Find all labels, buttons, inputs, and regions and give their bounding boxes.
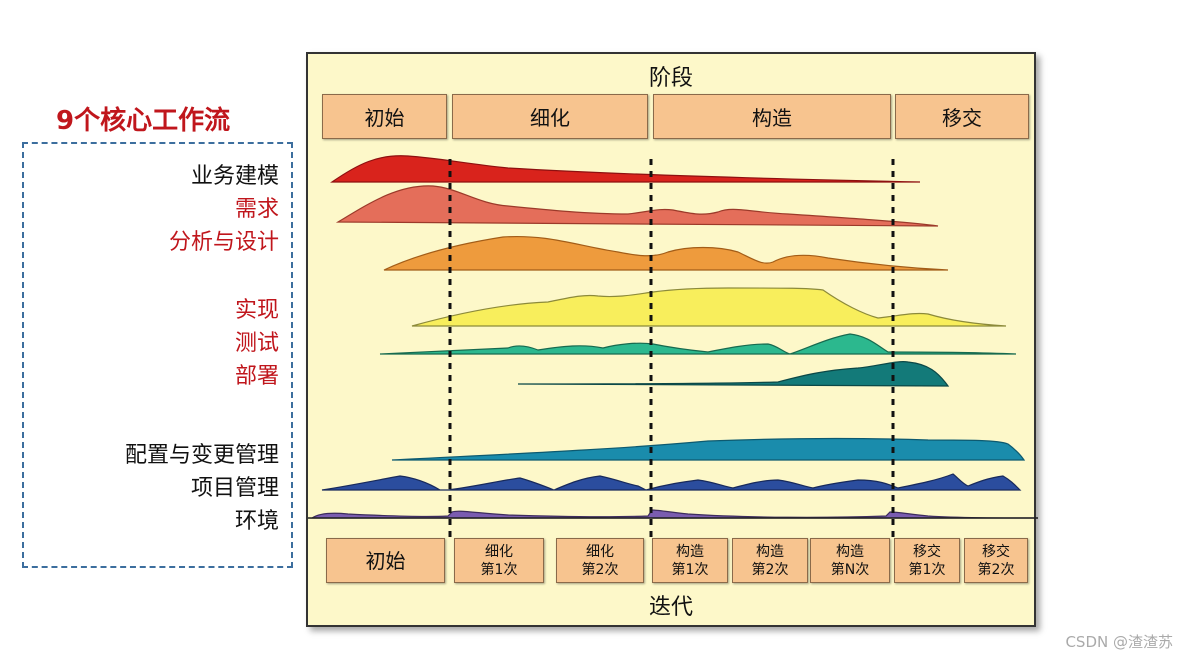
iteration-label-line2: 第1次 (908, 561, 946, 578)
iteration-label-line1: 构造 (676, 543, 704, 560)
workflow-label-requirements: 需求 (234, 197, 279, 222)
workflow-curve-requirements (335, 185, 939, 227)
workflow-curve-project-mgmt (321, 473, 1022, 491)
phase-box-inception: 初始 (322, 94, 447, 139)
workflow-label-business-modeling: 业务建模 (190, 164, 279, 189)
iteration-label-line2: 第2次 (581, 561, 619, 578)
workflow-label-environment: 环境 (234, 509, 279, 534)
iteration-label-line1: 细化 (586, 543, 614, 560)
workflow-dashed-box (22, 142, 293, 568)
workflow-curve-business-modeling (330, 155, 921, 183)
workflow-label-implementation: 实现 (234, 298, 279, 323)
phase-title: 阶段 (648, 66, 693, 91)
iteration-box-construction-n: 构造 第N次 (810, 538, 890, 583)
iteration-box-inception: 初始 (326, 538, 445, 583)
iteration-label-line2: 第2次 (977, 561, 1015, 578)
iteration-box-elaboration-2: 细化 第2次 (556, 538, 644, 583)
phase-box-transition: 移交 (895, 94, 1029, 139)
iteration-label-line2: 第1次 (671, 561, 709, 578)
iteration-label-line2: 第2次 (751, 561, 789, 578)
workflow-curve-deployment (517, 361, 950, 387)
iteration-label-line1: 初始 (365, 548, 406, 573)
iteration-box-construction-2: 构造 第2次 (732, 538, 808, 583)
left-title: 9个核心工作流 (56, 106, 231, 136)
iteration-label-line1: 移交 (913, 543, 941, 560)
watermark: CSDN @渣渣苏 (1065, 633, 1173, 651)
workflow-label-deployment: 部署 (234, 364, 279, 389)
iteration-box-transition-2: 移交 第2次 (964, 538, 1028, 583)
workflow-curves (308, 155, 1038, 538)
iteration-label-line2: 第1次 (480, 561, 518, 578)
workflow-label-config-change-mgmt: 配置与变更管理 (124, 443, 279, 468)
iteration-box-construction-1: 构造 第1次 (652, 538, 728, 583)
iteration-box-transition-1: 移交 第1次 (894, 538, 960, 583)
workflow-curve-environment (310, 509, 1038, 519)
iteration-label-line1: 细化 (485, 543, 513, 560)
workflow-curve-config-change-mgmt (391, 438, 1026, 461)
phase-box-elaboration: 细化 (452, 94, 648, 139)
iteration-label-line1: 构造 (836, 543, 864, 560)
workflow-label-analysis-design: 分析与设计 (168, 230, 279, 255)
iteration-label-line2: 第N次 (830, 561, 870, 578)
iteration-title: 迭代 (648, 595, 693, 620)
iteration-label-line1: 移交 (982, 543, 1010, 560)
workflow-label-project-mgmt: 项目管理 (190, 476, 279, 501)
workflow-curve-test (379, 333, 1017, 355)
workflow-curve-analysis-design (383, 235, 949, 271)
iteration-label-line1: 构造 (756, 543, 784, 560)
workflow-curve-implementation (411, 287, 1007, 327)
diagram-panel: 阶段 初始 细化 构造 移交 初始 细化 第1次 细化 第2次 (306, 52, 1038, 627)
phase-box-construction: 构造 (653, 94, 891, 139)
iteration-box-elaboration-1: 细化 第1次 (454, 538, 544, 583)
workflow-label-test: 测试 (234, 331, 279, 356)
